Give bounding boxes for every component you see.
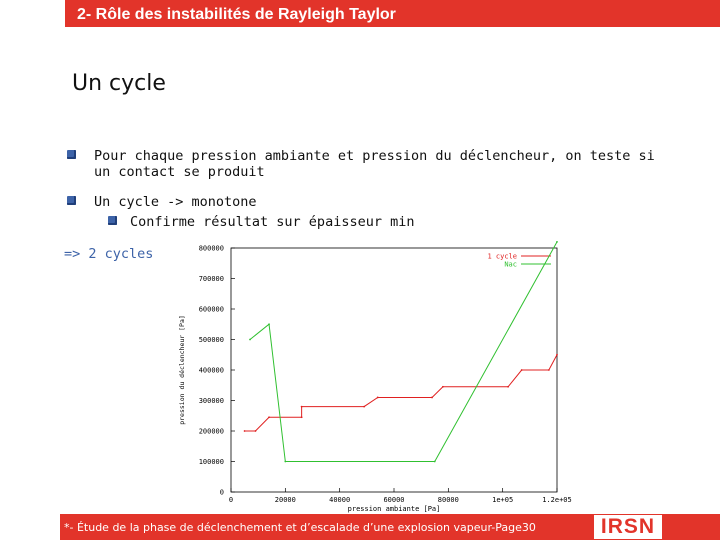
- data-point: [520, 369, 523, 371]
- header-bar: [65, 0, 720, 27]
- x-tick-label: 1e+05: [492, 496, 513, 504]
- footer-text: *- Étude de la phase de déclenchement et…: [64, 521, 536, 534]
- y-tick-label: 800000: [199, 245, 224, 253]
- conclusion-text: => 2 cycles: [64, 246, 154, 262]
- x-axis-label: pression ambiante [Pa]: [348, 505, 441, 513]
- data-point: [547, 369, 550, 371]
- data-point: [300, 405, 303, 408]
- x-tick-label: 20000: [275, 496, 296, 504]
- y-tick-label: 300000: [199, 397, 224, 405]
- y-tick-label: 500000: [199, 336, 224, 344]
- series-line-1: [244, 354, 558, 432]
- data-point: [431, 396, 433, 399]
- legend-label: 1 cycle: [487, 253, 517, 261]
- data-point: [363, 405, 366, 408]
- data-point: [268, 416, 270, 419]
- data-point: [268, 323, 270, 326]
- bullet-2-text: Un cycle -> monotone: [94, 194, 257, 210]
- data-point: [300, 416, 303, 419]
- plot-frame: [230, 247, 558, 493]
- data-point: [507, 385, 509, 388]
- x-tick-label: 80000: [438, 496, 459, 504]
- data-point: [433, 460, 436, 463]
- y-tick-label: 700000: [199, 275, 224, 283]
- data-point: [243, 430, 246, 432]
- slide-title: 2- Rôle des instabilités de Rayleigh Tay…: [77, 6, 396, 23]
- y-tick-label: 400000: [199, 367, 224, 375]
- data-point: [556, 353, 558, 356]
- y-tick-label: 200000: [199, 428, 224, 436]
- bullet-icon: [67, 196, 76, 205]
- pressure-chart: 0 20000 40000 60000 80000 1e+05 1.2e+05 0 100000…: [178, 241, 572, 513]
- bullet-1-line-1: Pour chaque pression ambiante et pressio…: [94, 148, 655, 164]
- y-axis-label: pression du déclencheur [Pa]: [178, 315, 186, 425]
- data-point: [254, 430, 257, 432]
- sub-bullet-icon: [108, 216, 117, 225]
- y-tick-label: 100000: [199, 458, 224, 466]
- y-tick-label: 600000: [199, 306, 224, 314]
- series-line-2: [249, 241, 558, 462]
- data-point: [376, 396, 379, 399]
- slide-subtitle: Un cycle: [72, 71, 166, 96]
- data-point: [249, 338, 251, 341]
- x-tick-label: 40000: [329, 496, 350, 504]
- data-point: [442, 385, 444, 388]
- data-point: [284, 460, 287, 463]
- bullet-icon: [67, 150, 76, 159]
- x-tick-label: 1.2e+05: [542, 496, 572, 504]
- sub-bullet-text: Confirme résultat sur épaisseur min: [130, 214, 415, 230]
- y-tick-label: 0: [220, 489, 224, 497]
- x-tick-label: 0: [229, 496, 233, 504]
- legend-label: Nac: [504, 261, 517, 269]
- irsn-logo: IRSN: [594, 515, 662, 539]
- bullet-1-line-2: un contact se produit: [94, 164, 265, 180]
- data-point: [556, 241, 558, 243]
- x-tick-label: 60000: [383, 496, 404, 504]
